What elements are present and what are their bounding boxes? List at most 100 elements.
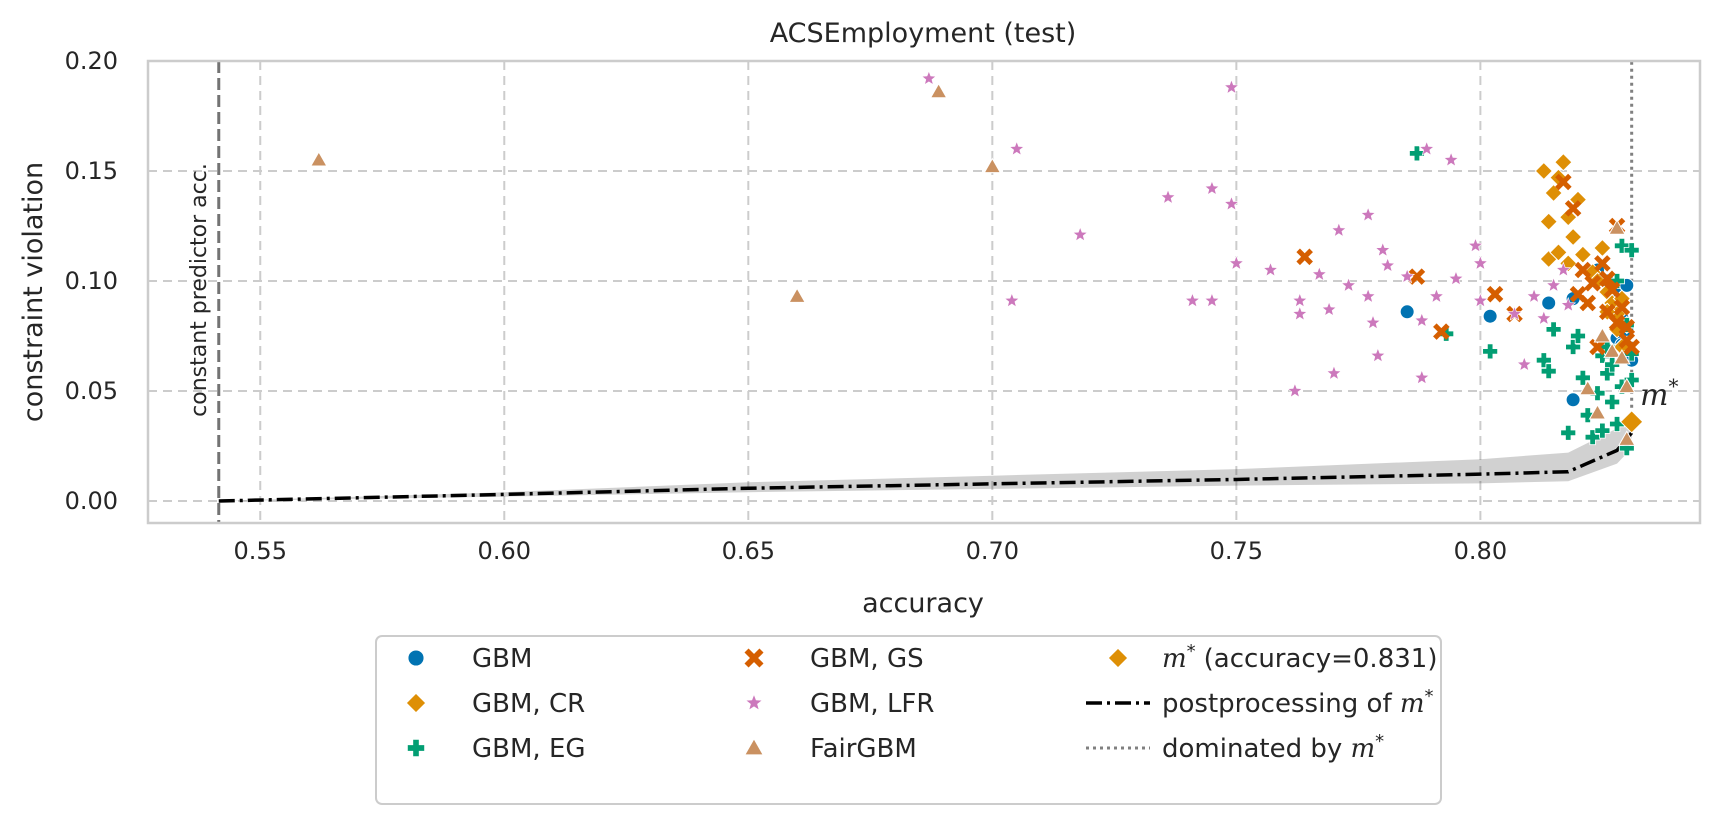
legend-swatch-gbm — [407, 649, 425, 667]
gbm-lfr-point — [1472, 255, 1489, 271]
legend-label-text: dominated by — [1162, 734, 1351, 764]
confidence-band-layer — [218, 419, 1632, 501]
gbm-gs-point — [1433, 323, 1450, 340]
gbm-lfr-point — [1008, 140, 1025, 156]
gbm-gs-point — [1408, 268, 1426, 285]
gbm-lfr-point — [1448, 270, 1464, 286]
gbm-gs-point-stroke — [1296, 248, 1313, 266]
gbm-lfr-point — [1526, 288, 1542, 304]
gbm-eg-point — [1565, 339, 1582, 355]
gbm-gs-point-stroke — [1574, 261, 1592, 279]
gbm-eg-point — [1409, 145, 1425, 162]
gbm-gs-point — [1589, 338, 1606, 356]
gbm-lfr-point — [1418, 140, 1435, 156]
legend-label-postprocessing-of: postprocessing of m* — [1162, 686, 1434, 720]
gbm-lfr-point — [1472, 292, 1489, 308]
legend-swatch-fairgbm — [743, 737, 765, 756]
reference-lines-layer — [217, 61, 1634, 523]
legend-m-sup: * — [1187, 641, 1196, 662]
y-tick-label: 0.15 — [65, 157, 118, 185]
tick-labels: 0.55 0.60 0.65 0.70 0.75 0.80 0.00 0.05 0.10 0.15… — [65, 47, 1508, 565]
gbm-eg-point — [1579, 407, 1596, 424]
x-tick-label: 0.55 — [234, 537, 287, 565]
gbm-lfr-point — [1443, 151, 1460, 167]
m-star-annotation: m* — [1640, 374, 1678, 413]
legend-m-sup: * — [1375, 731, 1384, 752]
x-tick-label: 0.60 — [478, 537, 531, 565]
gbm-eg-point — [1609, 416, 1625, 432]
postprocessing-line — [218, 431, 1634, 503]
fairgbm-point — [1613, 348, 1631, 365]
gbm-lfr-point — [1286, 382, 1303, 398]
gbm-point — [1399, 304, 1415, 320]
gbm-lfr-point — [1311, 266, 1328, 282]
m-star-sup: * — [1668, 374, 1678, 398]
m-star-point — [1619, 410, 1644, 434]
gbm-lfr-point — [1555, 261, 1572, 277]
gbm-point — [1541, 295, 1557, 311]
gbm-gs-point — [1623, 338, 1640, 356]
gbm-lfr-point — [1228, 255, 1245, 271]
y-tick-label: 0.05 — [65, 377, 118, 405]
gbm-gs-point-stroke — [1599, 270, 1616, 288]
m-star-letter: m — [1640, 378, 1668, 413]
gbm-lfr-point — [1326, 365, 1342, 381]
legend: GBM GBM, CR GBM, EG GBM, GS GBM, LFR FairGBM m… — [375, 635, 1442, 805]
data-points-layer — [309, 70, 1644, 457]
gbm-gs-point-stroke — [1618, 318, 1636, 336]
fairgbm-point — [1578, 379, 1597, 396]
plot-frame — [146, 59, 1702, 525]
fairgbm-point — [1593, 326, 1612, 343]
gbm-gs-point-stroke — [1608, 314, 1626, 332]
gbm-lfr-point — [1340, 277, 1357, 293]
fairgbm-point — [1617, 377, 1636, 394]
legend-m-letter: m — [1400, 689, 1425, 719]
y-tick-label: 0.10 — [65, 267, 118, 295]
gbm-gs-point — [1564, 200, 1582, 217]
legend-label-gbm-cr: GBM, CR — [472, 689, 585, 719]
gbm-gs-point-stroke — [1589, 338, 1606, 356]
legend-swatch-gbm-gs-stroke — [744, 648, 764, 668]
gbm-lfr-point — [1003, 292, 1020, 308]
gbm-lfr-point — [1516, 356, 1533, 372]
gbm-gs-point — [1555, 173, 1572, 191]
x-tick-label: 0.65 — [722, 537, 775, 565]
legend-label-gbm-eg: GBM, EG — [472, 734, 586, 764]
gbm-gs-point — [1579, 294, 1597, 312]
fairgbm-point — [929, 82, 948, 99]
gbm-eg-point — [1545, 321, 1562, 338]
gbm-eg-point — [1623, 242, 1640, 259]
gbm-gs-point — [1574, 261, 1592, 279]
gbm-gs-point — [1618, 318, 1636, 336]
legend-m-letter: m — [1351, 734, 1376, 764]
gbm-gs-point-stroke — [1555, 173, 1572, 191]
gbm-lfr-point — [1160, 189, 1176, 205]
gbm-gs-point-stroke — [1623, 338, 1640, 356]
gbm-lfr-point — [1413, 312, 1430, 328]
gbm-lfr-point — [1223, 195, 1240, 211]
gbm-gs-point — [1613, 299, 1631, 316]
gbm-point — [1482, 308, 1498, 324]
legend-label-accuracy-0-831: m* (accuracy=0.831) — [1162, 641, 1437, 675]
fairgbm-point — [1608, 219, 1626, 235]
fairgbm-point — [983, 157, 1002, 174]
legend-swatch-gbm-cr — [405, 692, 427, 714]
gbm-lfr-point — [1379, 257, 1396, 273]
gbm-cr-point — [1563, 227, 1583, 247]
gbm-gs-point-stroke — [1569, 285, 1587, 303]
gbm-eg-point — [1560, 424, 1577, 441]
x-axis-label: accuracy — [862, 588, 984, 619]
gbm-gs-point-stroke — [1613, 299, 1631, 316]
legend-label-gbm-lfr: GBM, LFR — [810, 689, 934, 719]
gbm-cr-point — [1549, 243, 1568, 262]
gbm-lfr-point — [1413, 369, 1430, 385]
grid — [148, 60, 1700, 523]
gbm-gs-point — [1603, 281, 1621, 299]
constant-predictor-label: constant predictor acc. — [187, 163, 212, 417]
legend-label-fairgbm: FairGBM — [810, 734, 917, 764]
gbm-gs-point — [1608, 314, 1626, 332]
legend-label-dominated-by: dominated by m* — [1162, 731, 1384, 765]
gbm-cr-point — [1593, 238, 1612, 258]
gbm-eg-point — [1482, 343, 1499, 360]
